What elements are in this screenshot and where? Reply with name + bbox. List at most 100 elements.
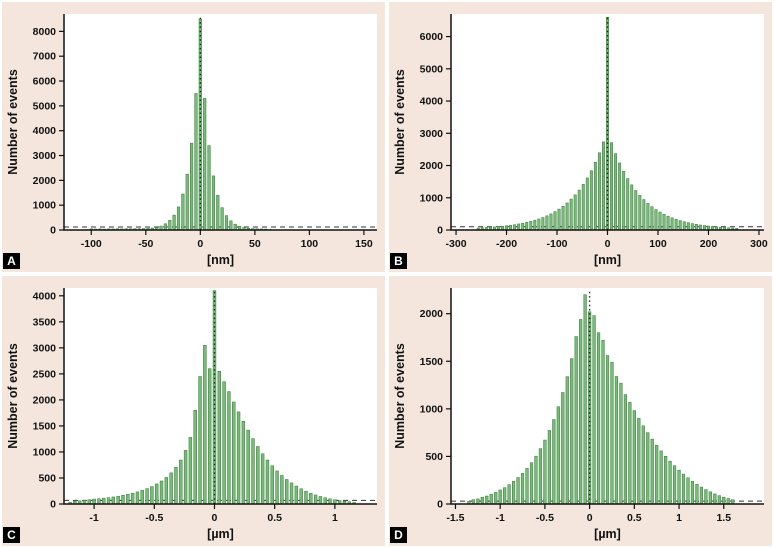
histogram-bar: [646, 203, 650, 231]
histogram-bar: [630, 184, 634, 231]
histogram-bar: [217, 371, 221, 505]
histogram-bar: [646, 432, 650, 505]
panel-a: 0 1000 2000 3000 4000 5000 6000 7000 8000 -100 -50…: [2, 2, 385, 272]
histogram-bar: [233, 223, 237, 231]
histogram-bar: [203, 98, 207, 231]
histogram-bar: [525, 222, 529, 231]
y-axis-label: Number of events: [393, 69, 407, 175]
histogram-bar: [513, 224, 517, 231]
histogram-bar: [632, 410, 636, 505]
axis-text: 1000: [33, 200, 57, 212]
axis-text: 0: [50, 225, 56, 237]
histogram-bar: [699, 486, 703, 505]
histogram-bar: [280, 475, 284, 505]
axis-text: 0: [437, 499, 443, 511]
histogram-bar: [507, 484, 511, 505]
histogram-bar: [168, 220, 172, 231]
axis-text: 100: [301, 238, 319, 250]
histogram-bar: [476, 498, 480, 505]
histogram-bar: [686, 222, 690, 231]
histogram-bar: [193, 410, 197, 505]
axis-text: 4000: [33, 290, 57, 302]
histogram-bar: [622, 171, 626, 231]
histogram-bar: [207, 145, 211, 231]
histogram-bar: [304, 490, 308, 505]
histogram-bar: [717, 495, 721, 505]
histogram-bar: [512, 481, 516, 505]
histogram-bar: [529, 221, 533, 231]
panel-label-a: A: [3, 253, 20, 269]
y-axis-label: Number of events: [393, 343, 407, 449]
histogram-bar: [211, 175, 215, 231]
histogram-bar: [541, 217, 545, 231]
x-axis-label: [µm]: [594, 527, 621, 541]
histogram-bar: [726, 498, 730, 505]
histogram-bar: [179, 459, 183, 505]
axis-text: 2500: [33, 368, 57, 380]
axis-text: -1: [89, 512, 98, 524]
histogram-bar: [516, 477, 520, 505]
axis-text: -100: [81, 238, 102, 250]
histogram-bar: [111, 496, 116, 505]
axis-text: 3000: [33, 150, 57, 162]
histogram-bar: [650, 206, 654, 231]
histogram-bar: [270, 465, 274, 505]
histogram-bar: [650, 438, 654, 505]
histogram-bar: [659, 450, 663, 505]
histogram-bar: [207, 368, 212, 505]
histogram-bar: [130, 492, 135, 505]
axis-text: 300: [750, 238, 768, 250]
histogram-bars: [476, 16, 739, 231]
histogram-bar: [185, 173, 189, 231]
histogram-bar: [227, 391, 231, 505]
histogram-bar: [97, 498, 101, 505]
histogram-bar: [222, 381, 226, 505]
axis-text: 0.5: [627, 512, 642, 524]
histogram-bar: [538, 448, 543, 505]
histogram-bar: [677, 469, 681, 505]
axis-text: 0: [437, 225, 443, 237]
histogram-bar: [188, 437, 193, 505]
histogram-bar: [704, 489, 708, 505]
histogram-bar: [494, 492, 498, 505]
histogram-bar: [159, 480, 164, 505]
histogram-bar: [299, 488, 303, 505]
axis-text: 150: [355, 238, 373, 250]
histogram-bar: [485, 495, 489, 505]
histogram-bar: [574, 336, 578, 505]
axis-text: 4000: [33, 125, 57, 137]
histogram-bar: [285, 479, 289, 505]
histogram-bar: [547, 430, 551, 505]
histogram-bar: [543, 439, 547, 505]
histogram-bars: [68, 290, 356, 505]
histogram-bar: [265, 459, 270, 505]
x-axis-ticks: -100 -50 0 50 100 150: [81, 230, 373, 250]
histogram-bar: [678, 220, 682, 231]
histogram-bar: [289, 482, 294, 505]
y-axis-label: Number of events: [6, 343, 20, 449]
histogram-bar: [713, 493, 717, 505]
histogram-bar: [698, 224, 702, 231]
histogram-bar: [556, 406, 560, 505]
histogram-bar: [533, 220, 537, 231]
y-axis-ticks: 0 500 1000 1500 2000 2500 3000 3500 4000: [33, 290, 64, 511]
panel-c: 0 500 1000 1500 2000 2500 3000 3500 4000 -1 -0.5 0 0…: [2, 276, 385, 546]
histogram-bar: [654, 209, 658, 231]
histogram-bar: [614, 153, 618, 231]
histogram-bar: [549, 213, 553, 231]
histogram-bar: [126, 493, 130, 505]
histogram-bar: [610, 361, 614, 505]
histogram-bar: [605, 355, 610, 505]
histogram-bar: [135, 491, 140, 505]
histogram-bar: [198, 376, 202, 505]
histogram-bar: [246, 429, 250, 505]
panel-label-c: C: [3, 527, 20, 543]
histogram-bar: [183, 450, 188, 505]
histogram-bar: [588, 311, 592, 505]
axis-text: 3000: [33, 342, 57, 354]
histogram-bar: [581, 184, 585, 231]
histogram-bar: [681, 473, 686, 505]
histogram-bar: [521, 222, 525, 231]
histogram-bar: [641, 425, 645, 505]
histogram-bar: [323, 497, 327, 505]
